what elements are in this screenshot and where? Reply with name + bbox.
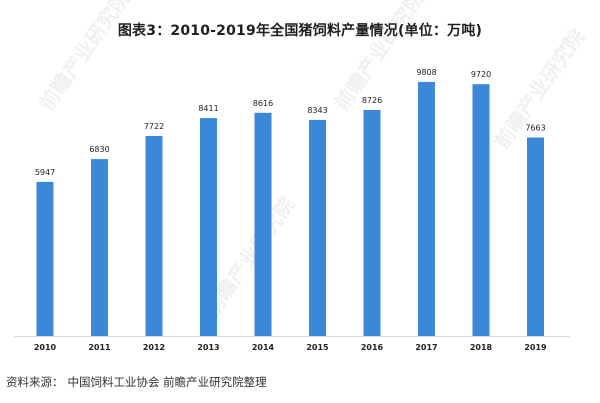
value-label-2016: 8726 [362, 96, 382, 105]
bar-2015 [309, 119, 326, 337]
bar-group [36, 81, 544, 337]
bar-2012 [145, 136, 163, 336]
x-tick-label-2017: 2017 [415, 343, 437, 352]
x-tick-label-group: 2010 2011 2012 2013 2014 2015 2016 2017 2018 2019 [34, 343, 547, 352]
value-label-group: 5947 6830 7722 8411 8616 8343 8726 9808 9720 7663 [35, 68, 546, 177]
bar-2011 [91, 159, 108, 336]
value-label-2011: 6830 [89, 145, 109, 154]
source-note: 资料来源： 中国饲料工业协会 前瞻产业研究院整理 [6, 374, 267, 390]
x-tick-label-2015: 2015 [306, 343, 329, 352]
chart-title: 图表3：2010-2019年全国猪饲料产量情况(单位：万吨) [117, 23, 483, 39]
bar-2010 [36, 181, 54, 336]
x-tick-label-2012: 2012 [143, 343, 165, 352]
value-label-2017: 9808 [416, 68, 436, 77]
bar-2018 [472, 84, 490, 336]
x-tick-label-2014: 2014 [252, 343, 275, 352]
x-tick-label-2016: 2016 [361, 343, 384, 352]
x-tick-label-2013: 2013 [197, 343, 219, 352]
value-label-2018: 9720 [471, 70, 491, 79]
value-label-2015: 8343 [307, 106, 327, 115]
bar-2017 [418, 81, 435, 337]
source-text: 中国饲料工业协会 前瞻产业研究院整理 [67, 375, 267, 389]
watermark: 前瞻产业研究院 [489, 24, 589, 152]
value-label-2013: 8411 [198, 104, 218, 113]
value-label-2010: 5947 [35, 168, 55, 177]
value-label-2012: 7722 [144, 122, 164, 131]
bar-2016 [363, 110, 381, 336]
x-tick-label-2018: 2018 [470, 343, 493, 352]
watermark: 前瞻产业研究院 [34, 0, 134, 115]
value-label-2019: 7663 [525, 124, 545, 133]
bar-2019 [527, 137, 544, 336]
value-label-2014: 8616 [253, 99, 273, 108]
source-label: 资料来源： [6, 375, 64, 389]
bar-2014 [254, 112, 272, 336]
x-tick-label-2019: 2019 [524, 343, 547, 352]
x-tick-label-2011: 2011 [88, 343, 111, 352]
bar-2013 [200, 118, 217, 336]
x-tick-label-2010: 2010 [34, 343, 57, 352]
